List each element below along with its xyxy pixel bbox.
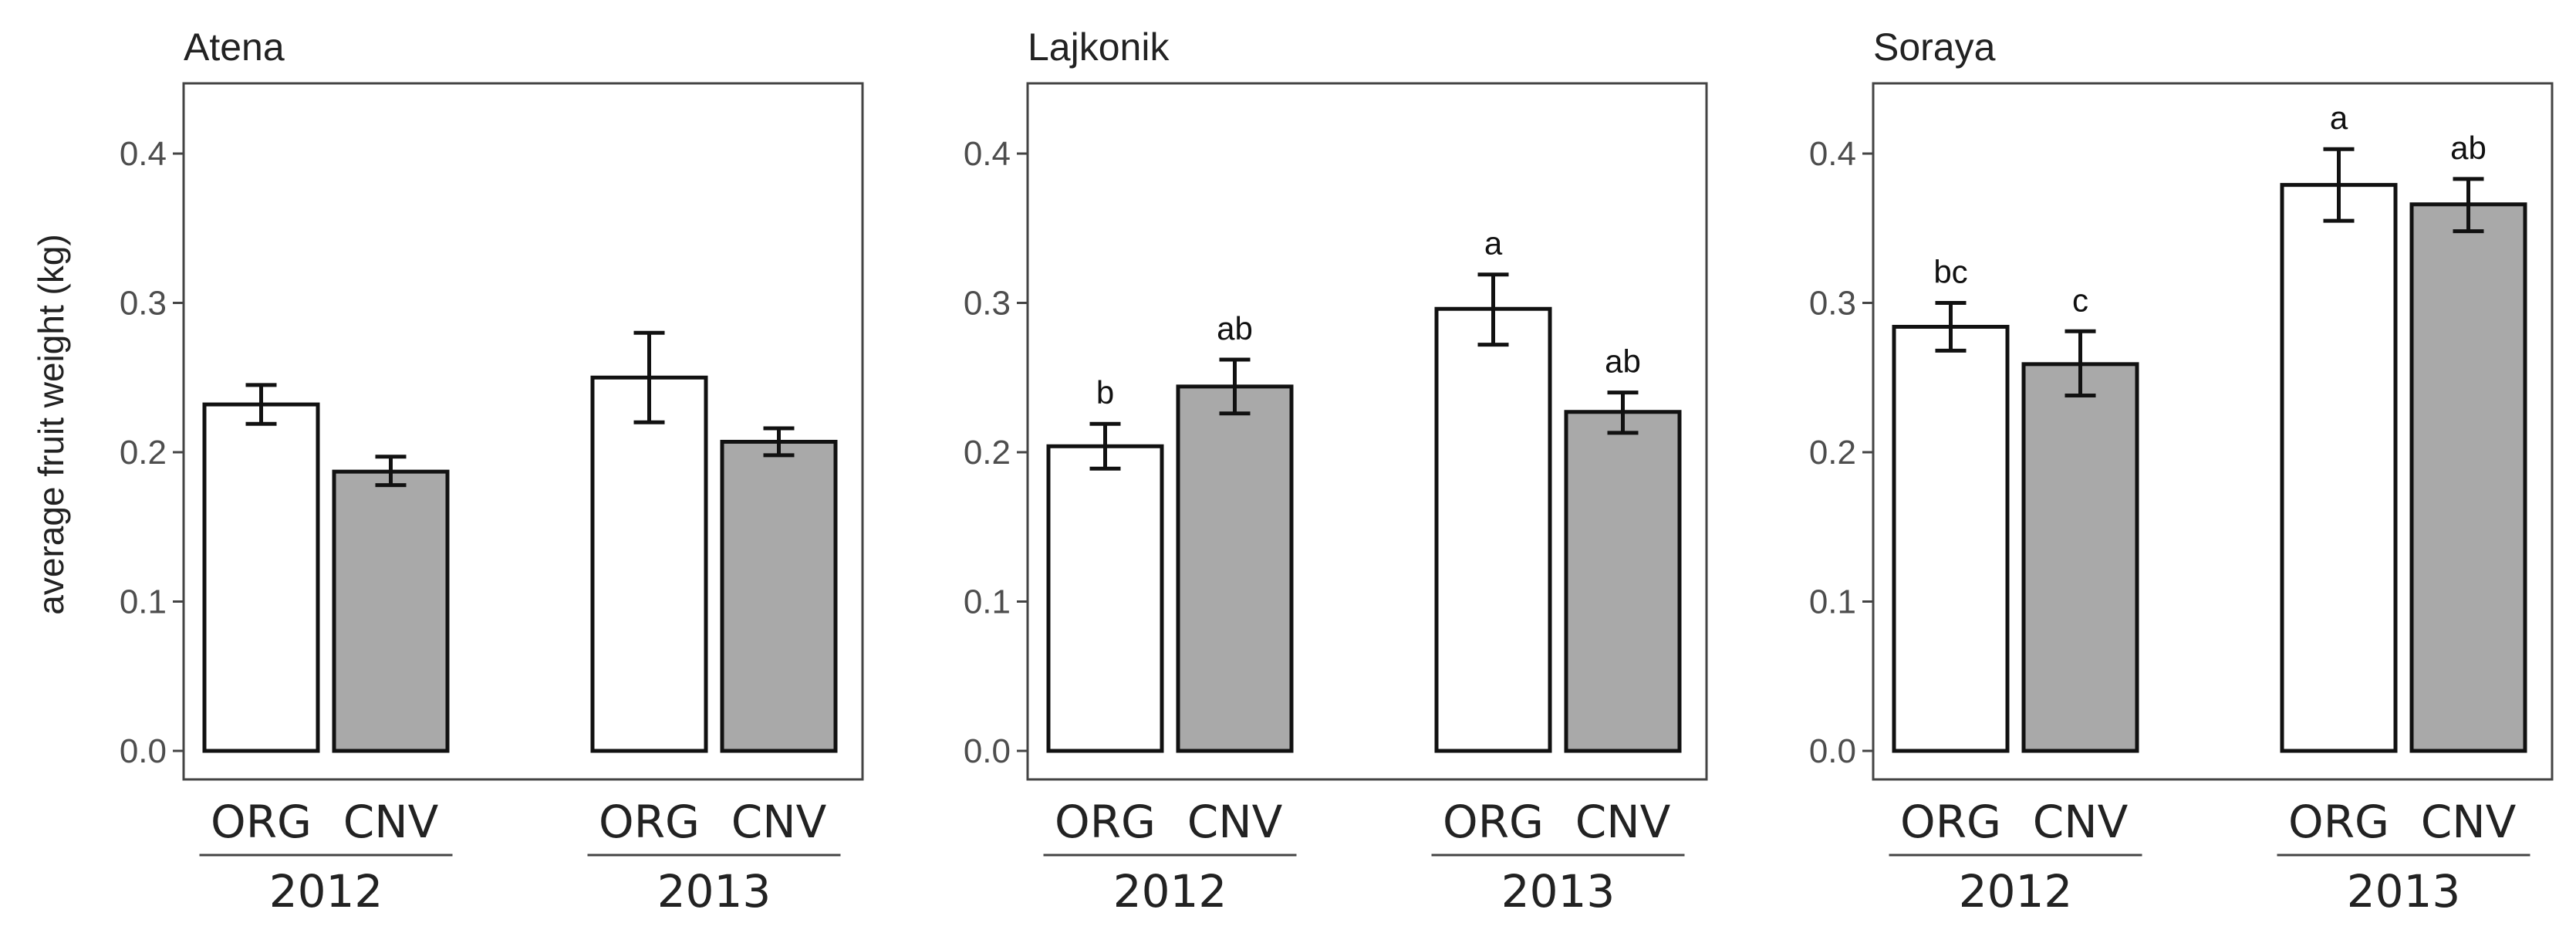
error-bar [1089,421,1121,471]
y-tick-label: 0.0 [964,732,1011,770]
y-tick-label: 0.2 [964,434,1011,472]
significance-label: ab [1217,310,1253,346]
bar-cnv-2013 [720,439,838,753]
error-bar [2323,147,2355,223]
significance-label: c [2072,282,2088,318]
x-label-cnv: CNV [731,796,827,848]
x-label-cnv: CNV [343,796,439,848]
bar-org-2013 [590,375,708,753]
year-label: 2013 [657,865,771,918]
year-label: 2013 [2347,865,2461,918]
bar-cnv-2012 [332,469,450,753]
panel-title: Atena [184,25,285,69]
bar-cnv-2013 [1564,410,1682,753]
y-tick-label: 0.4 [1809,135,1856,173]
x-label-cnv: CNV [2421,796,2517,848]
x-label-org: ORG [1443,796,1544,848]
y-tick-label: 0.2 [120,434,167,472]
bar-org-2013 [2280,183,2398,753]
y-tick-label: 0.1 [1809,583,1856,621]
x-label-cnv: CNV [1575,796,1671,848]
error-bar [1477,272,1509,347]
y-tick-label: 0.2 [1809,434,1856,472]
panel-title: Lajkonik [1028,25,1170,69]
panels: Atena 0.0 0.1 0.2 0.3 0.4 ORG CNV 2012 ORG CNV 2013… [120,25,2554,918]
bar-cnv-2012 [1176,384,1294,753]
year-label: 2012 [1959,865,2073,918]
year-label: 2013 [1501,865,1615,918]
error-bar [763,426,795,458]
bar-org-2012 [202,402,320,753]
bar-org-2012 [1046,444,1164,753]
panel-frame [1026,82,1708,781]
y-tick-label: 0.4 [964,135,1011,173]
panel-atena: Atena 0.0 0.1 0.2 0.3 0.4 ORG CNV 2012 ORG CNV 2013 [120,25,864,918]
error-bar [2065,329,2096,397]
significance-label: ab [2450,130,2487,166]
y-axis-title: average fruit weight (kg) [31,234,71,614]
x-label-org: ORG [2288,796,2389,848]
y-tick-label: 0.0 [120,732,167,770]
panel-lajkonik: Lajkonik 0.0 0.1 0.2 0.3 0.4 b ab a ab ORG CNV 2012 O… [964,25,1708,918]
error-bar [1219,357,1251,416]
x-label-org: ORG [1055,796,1156,848]
significance-label: a [2330,100,2348,136]
significance-label: a [1484,225,1503,262]
bar-cnv-2012 [2021,362,2139,753]
y-tick-label: 0.4 [120,135,167,173]
panel-soraya: Soraya 0.0 0.1 0.2 0.3 0.4 bc c a ab ORG CNV 2012 ORG… [1809,25,2554,918]
y-tick-label: 0.3 [120,285,167,323]
bar-org-2012 [1892,324,2010,753]
year-label: 2012 [269,865,383,918]
significance-label: ab [1605,343,1641,380]
x-label-cnv: CNV [1187,796,1283,848]
x-label-org: ORG [599,796,700,848]
bar-org-2013 [1434,306,1552,753]
error-bar [2453,177,2484,234]
error-bar [245,383,277,426]
y-tick-label: 0.3 [964,285,1011,323]
error-bar [1607,390,1639,435]
x-label-org: ORG [211,796,312,848]
y-tick-label: 0.1 [120,583,167,621]
x-label-org: ORG [1900,796,2001,848]
year-label: 2012 [1113,865,1227,918]
significance-label: bc [1933,254,1967,290]
panel-frame [182,82,864,781]
error-bar [1935,301,1967,353]
error-bar [633,330,665,424]
error-bar [375,455,407,488]
panel-title: Soraya [1873,25,1996,69]
y-tick-label: 0.1 [964,583,1011,621]
panel-frame [1872,82,2554,781]
significance-label: b [1096,374,1114,411]
y-tick-label: 0.3 [1809,285,1856,323]
x-label-cnv: CNV [2033,796,2129,848]
y-tick-label: 0.0 [1809,732,1856,770]
bar-cnv-2013 [2409,202,2527,753]
